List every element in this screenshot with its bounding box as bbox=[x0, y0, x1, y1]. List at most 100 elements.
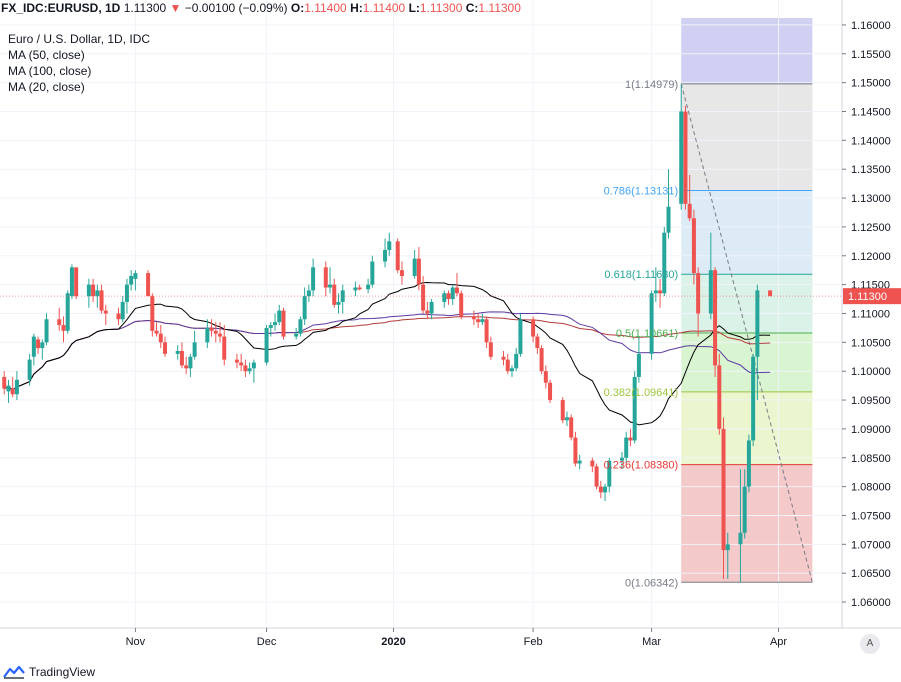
price-tick-label: 1.13000 bbox=[851, 193, 891, 205]
candle-body bbox=[184, 365, 189, 369]
candle-down bbox=[628, 428, 633, 447]
fib-level-label: 0(1.06342) bbox=[625, 577, 678, 589]
candle-down bbox=[683, 105, 688, 210]
candle-down bbox=[569, 414, 574, 441]
time-axis[interactable]: Nov Dec 2020 Feb Mar Apr bbox=[0, 627, 901, 648]
candle-body bbox=[91, 284, 96, 297]
fib-level-label: 0.618(1.11680) bbox=[604, 269, 678, 281]
candle-down bbox=[696, 267, 701, 337]
candle-up bbox=[412, 249, 417, 279]
candle-down bbox=[243, 359, 248, 377]
candle-up bbox=[340, 284, 345, 314]
fib-level-label: 0.236(1.08380) bbox=[604, 460, 679, 472]
candle-down bbox=[488, 336, 493, 360]
candle-body bbox=[708, 270, 713, 314]
candle-up bbox=[40, 339, 45, 360]
candle-body bbox=[57, 319, 62, 326]
last-price-tag bbox=[843, 288, 901, 305]
candle-down bbox=[158, 325, 163, 349]
candle-up bbox=[509, 365, 514, 377]
price-tick-label: 1.08500 bbox=[851, 453, 891, 465]
candle-body bbox=[594, 466, 599, 487]
candle-up bbox=[251, 359, 256, 383]
tradingview-brand[interactable]: TradingView bbox=[3, 665, 95, 679]
candle-up bbox=[518, 313, 523, 357]
candle-body bbox=[251, 362, 256, 369]
candle-body bbox=[666, 206, 671, 233]
candle-body bbox=[277, 310, 282, 323]
candle-up bbox=[480, 313, 485, 326]
candle-body bbox=[628, 437, 633, 441]
price-axis[interactable]: 1.16000 1.15500 1.15000 1.14500 1.14000 1.135… bbox=[841, 0, 891, 628]
chart-grid bbox=[0, 0, 842, 628]
fib-level-label: 0.382(1.09641) bbox=[604, 387, 679, 399]
candle-down bbox=[505, 353, 510, 375]
candle-down bbox=[721, 417, 726, 579]
candle-up bbox=[755, 284, 760, 401]
price-tick-label: 1.10000 bbox=[851, 366, 891, 378]
legend-title[interactable]: Euro / U.S. Dollar, 1D, IDC bbox=[8, 32, 151, 46]
candle-down bbox=[163, 336, 168, 357]
symbol-name: FX_IDC:EURUSD, 1D bbox=[1, 1, 121, 15]
candle-body bbox=[36, 339, 41, 349]
candle-body bbox=[124, 284, 129, 302]
candle-down bbox=[103, 304, 108, 326]
legend-ma-50[interactable]: MA (50, close) bbox=[8, 48, 85, 62]
price-tick-label: 1.10500 bbox=[851, 337, 891, 349]
candle-down bbox=[61, 316, 66, 343]
candle-up bbox=[514, 348, 519, 372]
price-tick-label: 1.09500 bbox=[851, 395, 891, 407]
fibonacci-lines bbox=[681, 83, 813, 583]
price-tick-label: 1.12000 bbox=[851, 251, 891, 263]
candle-body bbox=[535, 336, 540, 349]
candle-up bbox=[311, 258, 316, 297]
candle-body bbox=[370, 261, 375, 285]
candle-body bbox=[336, 301, 341, 305]
legend-ma-20[interactable]: MA (20, close) bbox=[8, 80, 85, 94]
candle-up bbox=[679, 84, 684, 210]
time-tick-label: Mar bbox=[642, 636, 661, 648]
candle-body bbox=[687, 203, 692, 219]
candle-body bbox=[209, 327, 214, 331]
candle-up bbox=[666, 169, 671, 239]
candle-up bbox=[577, 454, 582, 470]
ma-20-line bbox=[4, 281, 771, 426]
candle-down bbox=[594, 463, 599, 490]
candle-down bbox=[218, 322, 223, 343]
high-label: H: bbox=[350, 1, 363, 15]
candle-down bbox=[484, 316, 489, 349]
close-label: C: bbox=[465, 1, 479, 15]
candle-up bbox=[268, 322, 273, 337]
legend-ma-100[interactable]: MA (100, close) bbox=[8, 64, 92, 78]
price-tick-label: 1.11000 bbox=[851, 308, 890, 320]
auto-scale-button[interactable]: A bbox=[860, 634, 880, 654]
candle-up bbox=[86, 278, 91, 308]
candle-body bbox=[298, 319, 303, 334]
last-price: 1.11300 bbox=[123, 1, 167, 15]
candle-body bbox=[150, 296, 155, 331]
candle-up bbox=[129, 270, 134, 291]
candle-down bbox=[471, 310, 476, 326]
candle-body bbox=[632, 376, 637, 441]
candle-up bbox=[624, 431, 629, 464]
candle-body bbox=[488, 342, 493, 357]
candle-body bbox=[459, 293, 464, 317]
candle-body bbox=[188, 356, 193, 369]
candle-body bbox=[518, 319, 523, 354]
candle-down bbox=[476, 313, 481, 328]
price-tick-label: 1.07000 bbox=[851, 539, 891, 551]
candle-up bbox=[353, 281, 358, 297]
candle-down bbox=[2, 371, 7, 395]
candle-up bbox=[429, 299, 434, 320]
candle-body bbox=[454, 287, 459, 294]
candle-body bbox=[40, 342, 45, 349]
candle-body bbox=[573, 437, 578, 464]
candle-body bbox=[86, 284, 91, 297]
candle-up bbox=[95, 284, 100, 308]
low-label: L: bbox=[408, 1, 420, 15]
candle-up bbox=[302, 287, 307, 326]
candle-down bbox=[332, 278, 337, 308]
price-tick-label: 1.06000 bbox=[851, 597, 891, 609]
candle-down bbox=[150, 293, 155, 337]
